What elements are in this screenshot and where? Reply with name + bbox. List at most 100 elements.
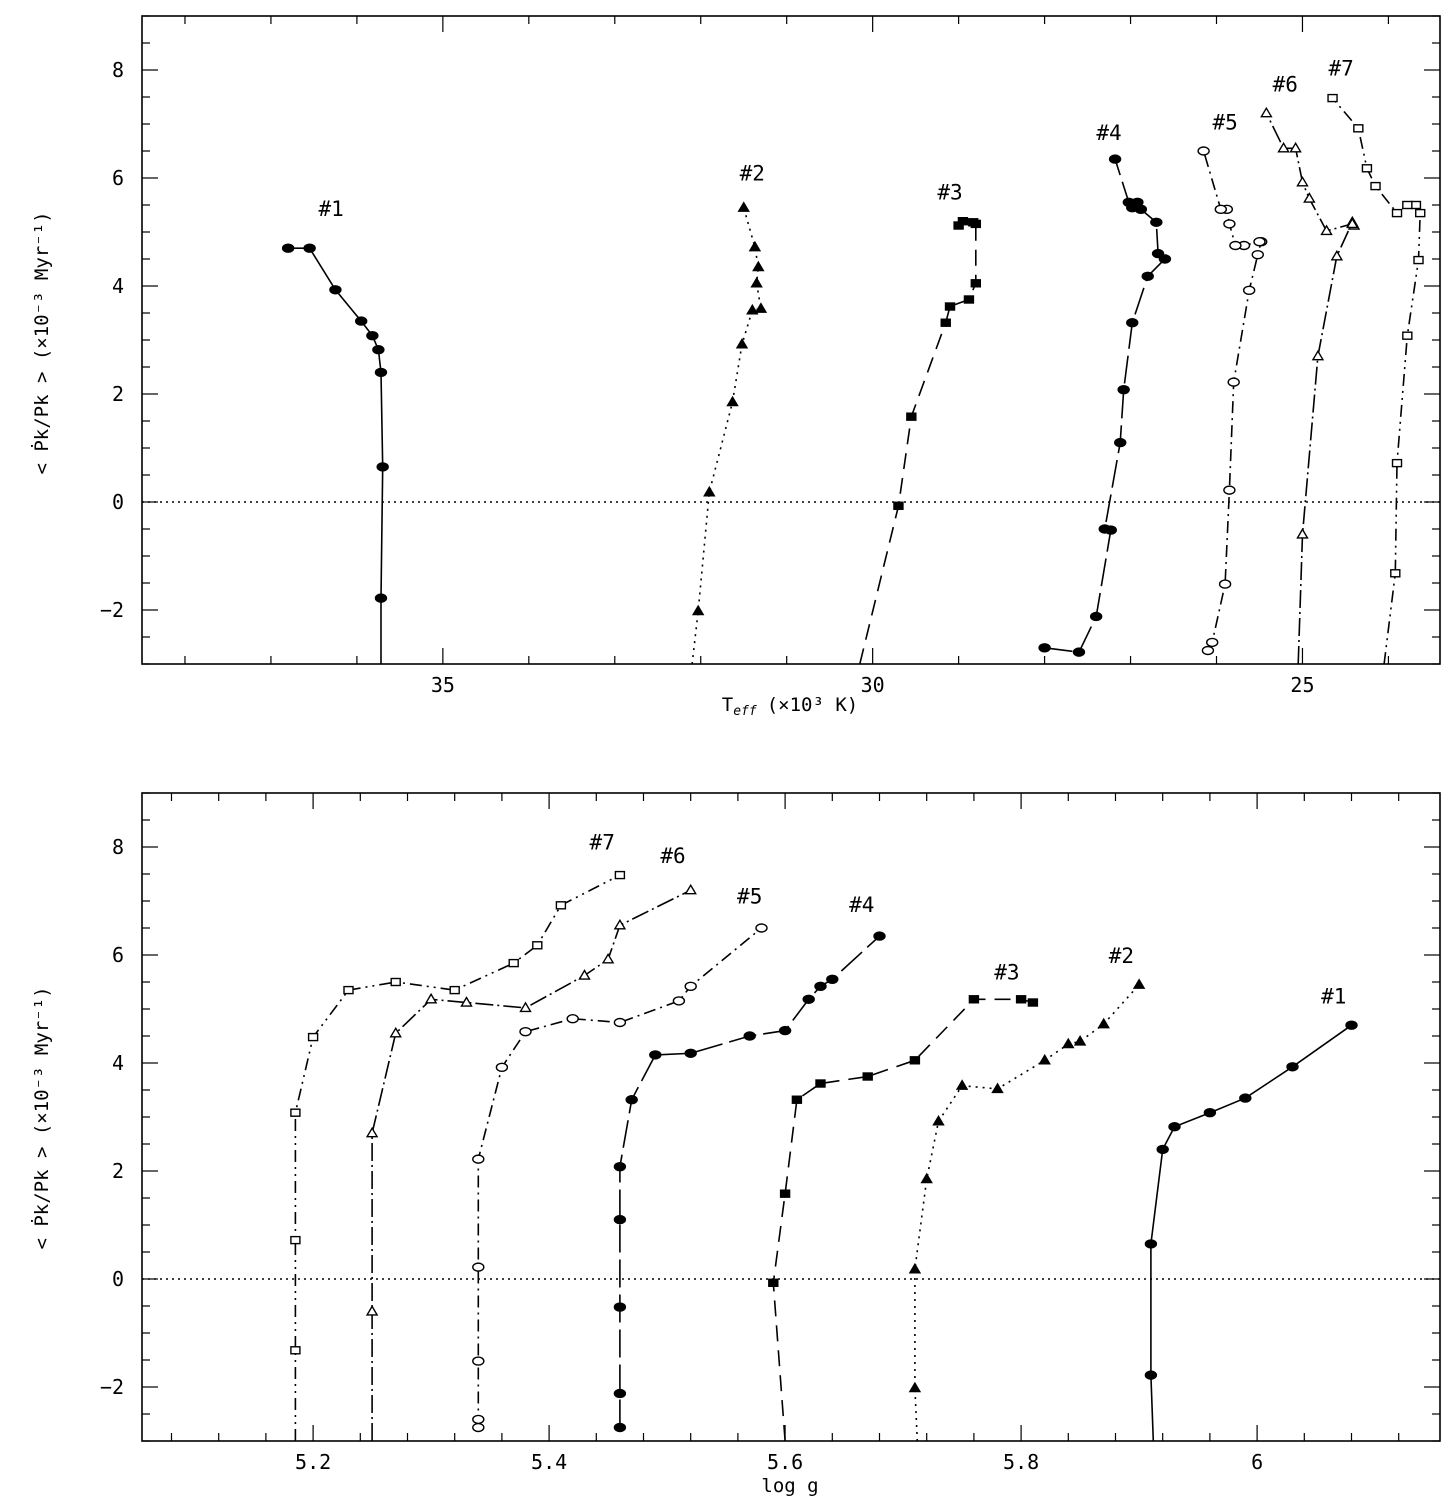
x-tick-label: 5.8 [1003, 1450, 1039, 1474]
data-point [873, 931, 886, 941]
data-point [1223, 485, 1236, 495]
data-point [1413, 255, 1424, 265]
series-1 [1144, 1020, 1358, 1441]
series-line [1150, 1024, 1352, 1441]
data-point [372, 345, 385, 355]
data-point [613, 1422, 627, 1433]
y-tick-label: 8 [112, 58, 124, 82]
data-point [472, 1414, 485, 1425]
series-line [1044, 158, 1167, 653]
data-point [366, 330, 379, 341]
data-point [613, 1161, 627, 1172]
data-point [955, 1079, 969, 1090]
series-line [859, 220, 977, 664]
series-4 [613, 931, 886, 1433]
data-point [1089, 611, 1103, 622]
data-point [472, 1154, 485, 1164]
data-point [802, 994, 815, 1004]
y-tick-label: 4 [112, 274, 124, 298]
data-point [672, 996, 686, 1006]
data-point [743, 1031, 756, 1041]
data-point [472, 1422, 485, 1433]
top-y-axis-title: < Ṗk/Pk > (×10⁻³ Myr⁻¹) [30, 211, 53, 474]
curve-label: #6 [1273, 73, 1298, 97]
data-point [1150, 217, 1163, 227]
series-5 [1197, 146, 1268, 656]
data-point [601, 952, 615, 964]
data-point [684, 1048, 697, 1058]
data-point [1242, 285, 1256, 296]
data-point [1346, 217, 1359, 229]
data-point [566, 1014, 579, 1024]
series-line [772, 998, 1034, 1441]
data-point [684, 981, 697, 992]
data-point [1108, 154, 1122, 164]
data-point [826, 974, 839, 984]
data-point [1320, 224, 1333, 236]
data-point [1072, 647, 1086, 657]
data-point [754, 302, 768, 313]
curve-label: #1 [1321, 985, 1346, 1009]
plot-frame [141, 15, 1441, 665]
data-point [1353, 124, 1364, 133]
data-point [691, 604, 705, 616]
data-point [532, 941, 543, 950]
data-point [963, 295, 975, 304]
data-point [991, 1082, 1004, 1094]
data-point [1227, 377, 1240, 387]
data-point [940, 318, 951, 327]
data-point [449, 985, 460, 995]
data-point [1223, 219, 1236, 229]
data-point [1141, 271, 1154, 281]
data-point [1229, 240, 1242, 251]
data-point [390, 977, 401, 987]
data-point [726, 395, 739, 407]
x-tick-label: 30 [861, 673, 885, 697]
data-point [1126, 318, 1139, 328]
data-point [1286, 1062, 1299, 1072]
data-point [1330, 249, 1344, 261]
data-point [1361, 164, 1373, 173]
curve-label: #7 [1328, 56, 1353, 80]
data-point [1097, 1017, 1110, 1029]
data-point [893, 501, 904, 510]
data-point [613, 1388, 627, 1399]
data-point [508, 958, 519, 968]
x-tick-label: 6 [1251, 1450, 1263, 1474]
data-point [1122, 197, 1136, 208]
data-point [376, 462, 389, 472]
data-point [329, 285, 342, 295]
data-point [1027, 998, 1039, 1007]
data-point [1391, 208, 1403, 218]
data-point [424, 992, 438, 1004]
data-point [908, 1262, 922, 1274]
series-line [294, 874, 621, 1441]
y-tick-label: 6 [112, 943, 124, 967]
data-point [908, 1381, 922, 1393]
series-3 [768, 995, 1039, 1441]
x-tick-label: 5.2 [295, 1450, 331, 1474]
curve-label: #6 [660, 844, 685, 868]
data-point [343, 985, 354, 995]
data-point [1289, 141, 1302, 153]
curve-label: #1 [318, 197, 343, 221]
curve-label: #3 [937, 181, 962, 205]
curve-label: #3 [994, 960, 1019, 984]
data-point [814, 981, 827, 992]
data-point [374, 593, 388, 603]
data-point [970, 279, 982, 288]
data-point [1402, 331, 1413, 340]
curve-label: #5 [737, 885, 762, 909]
data-point [649, 1050, 662, 1060]
data-point [1251, 249, 1264, 260]
data-point [625, 1095, 638, 1105]
data-point [613, 1214, 627, 1225]
y-tick-label: 2 [112, 1159, 124, 1183]
data-point [750, 276, 763, 288]
curve-label: #5 [1212, 110, 1237, 134]
data-point [1015, 995, 1027, 1004]
plot-frame [141, 792, 1441, 1442]
data-point [778, 1025, 792, 1036]
data-point [374, 367, 388, 378]
